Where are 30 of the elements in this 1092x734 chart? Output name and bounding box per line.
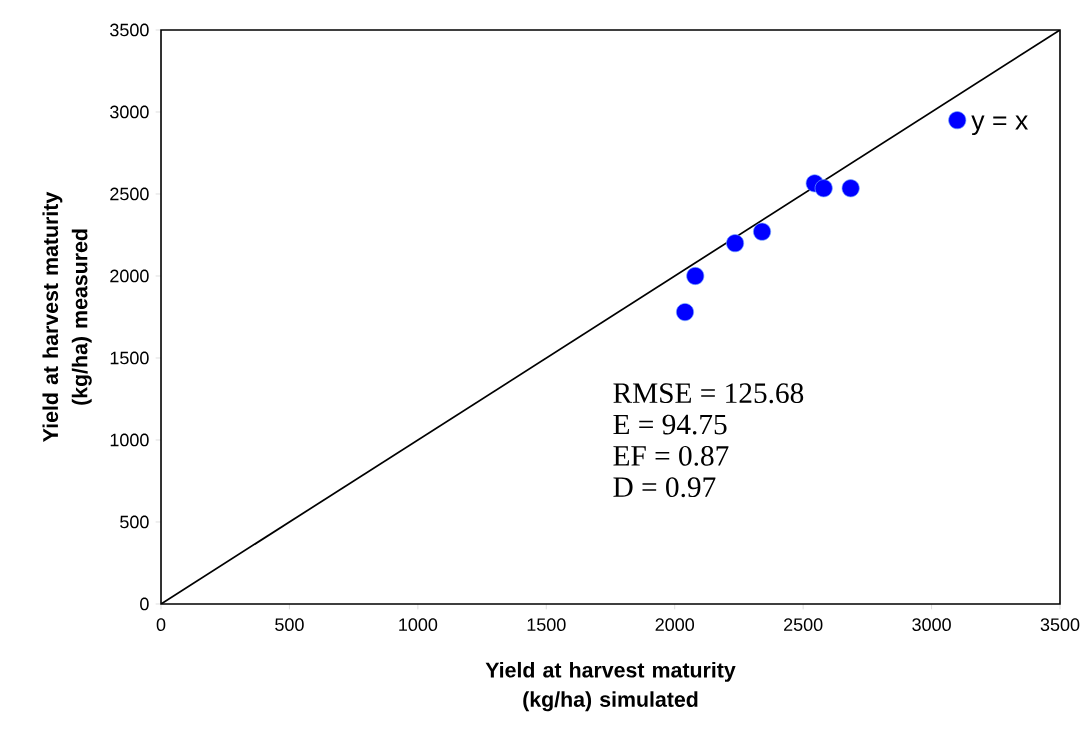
point — [841, 179, 860, 198]
annotation: EF = 0.87 — [613, 445, 729, 466]
x-tick-label: 2000 — [655, 618, 695, 631]
x-tick-label: 1000 — [399, 618, 438, 631]
point — [814, 179, 833, 198]
x-tick-label: 2500 — [784, 618, 823, 631]
y-tick-label: 2000 — [110, 269, 149, 283]
x-axis-title: Yield at harvest maturity (kg/ha) simulated — [485, 661, 736, 712]
y-tick-label: 2500 — [110, 187, 149, 201]
annotation: E = 94.75 — [613, 414, 727, 435]
x-tick-label: 500 — [275, 618, 304, 631]
annotation: RMSE = 125.68 — [613, 383, 804, 404]
x-tick-label: 3500 — [1040, 618, 1080, 631]
x-tick-label: 3000 — [912, 618, 951, 631]
point — [948, 111, 967, 130]
y-tick-label: 500 — [120, 515, 149, 529]
y-tick-label: 1500 — [110, 351, 149, 365]
y-tick-label: 1000 — [110, 433, 149, 447]
point — [753, 222, 772, 241]
point — [686, 266, 705, 285]
annotation: D = 0.97 — [613, 477, 716, 498]
x-tick-label: 1500 — [527, 618, 566, 631]
y-tick-label: 0 — [140, 597, 149, 611]
y-tick-label: 3500 — [110, 23, 149, 37]
annotation: y = x — [971, 115, 1028, 136]
x-tick-label: 0 — [156, 618, 166, 631]
y-axis-title: Yield at harvest maturity (kg/ha) measured — [42, 191, 92, 442]
point — [675, 303, 694, 322]
y-tick-label: 3000 — [110, 105, 149, 119]
point — [726, 234, 745, 253]
